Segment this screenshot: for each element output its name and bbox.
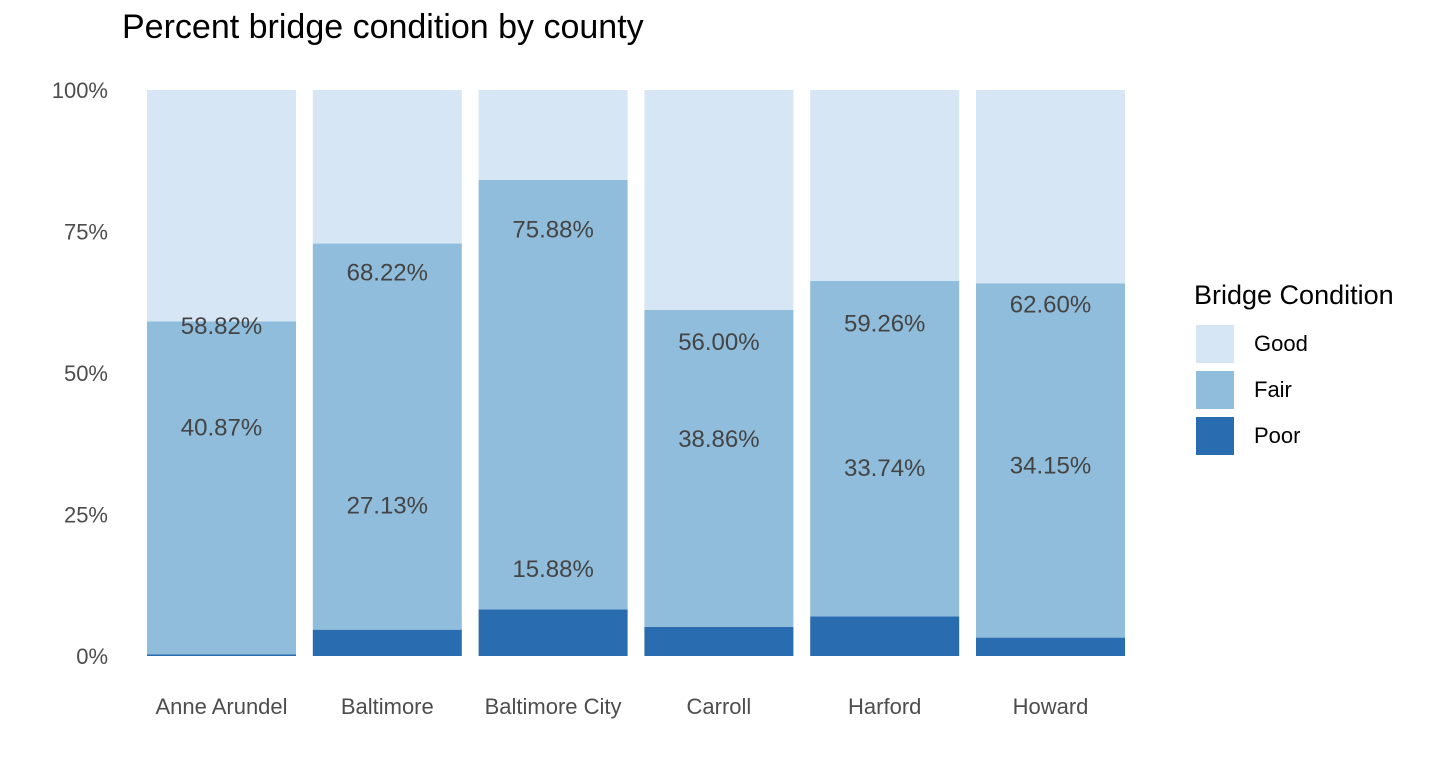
bar-poor-carroll bbox=[644, 626, 794, 656]
bar-poor-baltimore bbox=[312, 629, 462, 656]
bar-good-howard bbox=[976, 90, 1125, 284]
data-label-fair-baltimore: 68.22% bbox=[347, 260, 428, 287]
legend-title: Bridge Condition bbox=[1194, 280, 1394, 310]
y-axis: 0% 25% 50% 75% 100% bbox=[52, 78, 108, 669]
bar-chart: 40.87% 58.82% 27.13% 68.22% 15.88% 75.88% 38.8… bbox=[52, 78, 1125, 719]
bar-good-harford bbox=[810, 90, 960, 281]
data-label-good-howard: 34.15% bbox=[1010, 453, 1091, 480]
legend-label-poor: Poor bbox=[1254, 423, 1301, 448]
bar-fair-baltimore-city bbox=[478, 179, 628, 610]
legend-swatch-poor bbox=[1194, 415, 1236, 457]
y-tick-label: 50% bbox=[64, 361, 108, 386]
chart-title: Percent bridge condition by county bbox=[122, 8, 644, 46]
legend-item-fair: Fair bbox=[1194, 367, 1394, 413]
bar-fair-baltimore bbox=[312, 243, 462, 630]
legend-item-poor: Poor bbox=[1194, 413, 1394, 459]
bar-fair-howard bbox=[976, 283, 1125, 638]
x-tick-label: Carroll bbox=[687, 694, 752, 719]
bar-poor-baltimore-city bbox=[478, 609, 628, 656]
y-tick-label: 75% bbox=[64, 220, 108, 245]
legend-label-fair: Fair bbox=[1254, 377, 1292, 402]
data-label-fair-carroll: 56.00% bbox=[678, 329, 759, 356]
data-label-fair-anne-arundel: 58.82% bbox=[181, 313, 262, 340]
data-label-fair-harford: 59.26% bbox=[844, 310, 925, 337]
x-axis: Anne Arundel Baltimore Baltimore City Carro… bbox=[155, 694, 1088, 719]
legend-swatch-fair bbox=[1194, 369, 1236, 411]
x-tick-label: Baltimore City bbox=[485, 694, 622, 719]
bar-fair-carroll bbox=[644, 309, 794, 627]
bars-layer bbox=[147, 90, 1125, 656]
legend-item-good: Good bbox=[1194, 321, 1394, 367]
bar-poor-harford bbox=[810, 616, 960, 656]
bar-poor-anne-arundel bbox=[147, 654, 296, 656]
bar-fair-anne-arundel bbox=[147, 321, 296, 655]
data-label-good-harford: 33.74% bbox=[844, 455, 925, 482]
bar-good-baltimore bbox=[312, 90, 462, 244]
bar-good-baltimore-city bbox=[478, 90, 628, 180]
data-label-good-carroll: 38.86% bbox=[678, 426, 759, 453]
data-labels-layer: 40.87% 58.82% 27.13% 68.22% 15.88% 75.88% 38.8… bbox=[181, 216, 1091, 583]
y-tick-label: 25% bbox=[64, 503, 108, 528]
data-label-fair-howard: 62.60% bbox=[1010, 292, 1091, 319]
bar-good-anne-arundel bbox=[147, 90, 296, 322]
bar-poor-howard bbox=[976, 637, 1125, 656]
x-tick-label: Anne Arundel bbox=[155, 694, 287, 719]
data-label-good-baltimore: 27.13% bbox=[347, 492, 428, 519]
legend: Bridge Condition Good Fair Poor bbox=[1194, 280, 1394, 459]
y-tick-label: 100% bbox=[52, 78, 108, 103]
data-label-good-anne-arundel: 40.87% bbox=[181, 415, 262, 442]
data-label-good-baltimore-city: 15.88% bbox=[512, 556, 593, 583]
x-tick-label: Howard bbox=[1013, 694, 1089, 719]
data-label-fair-baltimore-city: 75.88% bbox=[512, 216, 593, 243]
x-tick-label: Baltimore bbox=[341, 694, 434, 719]
bar-good-carroll bbox=[644, 90, 794, 310]
bar-fair-harford bbox=[810, 280, 960, 617]
legend-swatch-good bbox=[1194, 323, 1236, 365]
legend-items: Good Fair Poor bbox=[1194, 321, 1394, 459]
x-tick-label: Harford bbox=[848, 694, 921, 719]
legend-label-good: Good bbox=[1254, 331, 1308, 356]
y-tick-label: 0% bbox=[76, 644, 108, 669]
